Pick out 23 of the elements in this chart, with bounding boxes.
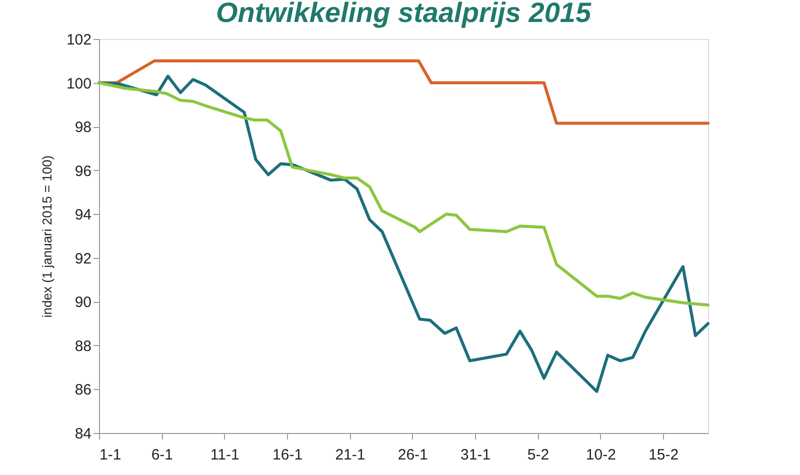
y-tick-label: 92 (74, 250, 92, 268)
x-tick-label: 11-1 (210, 446, 240, 464)
y-tick-label: 98 (74, 119, 92, 136)
x-tick-label: 10-2 (586, 446, 616, 464)
y-tick-label: 102 (66, 32, 92, 48)
x-tick-label: 6-1 (151, 446, 174, 464)
y-tick-label: 96 (74, 162, 92, 180)
y-tick-label: 86 (74, 382, 92, 399)
x-tick-label: 21-1 (335, 446, 366, 464)
y-tick-label: 100 (66, 75, 92, 92)
x-tick-label: 5-2 (527, 446, 550, 464)
x-tick-label: 16-1 (272, 446, 303, 464)
line-series (98, 81, 710, 306)
y-tick-label: 88 (74, 338, 92, 355)
chart-title: Ontwikkeling staalprijs 2015 (216, 0, 592, 28)
y-tick-label: 84 (74, 426, 92, 442)
y-axis-title: index (1 januari 2015 = 100) (39, 155, 54, 318)
x-tick-label: 26-1 (398, 446, 428, 464)
y-tick-label: 90 (74, 294, 92, 312)
x-tick-label: 31-1 (460, 446, 491, 464)
x-tick-label: 15-2 (648, 446, 679, 464)
y-tick-label: 94 (74, 206, 92, 224)
x-tick-label: 1-1 (100, 446, 122, 464)
